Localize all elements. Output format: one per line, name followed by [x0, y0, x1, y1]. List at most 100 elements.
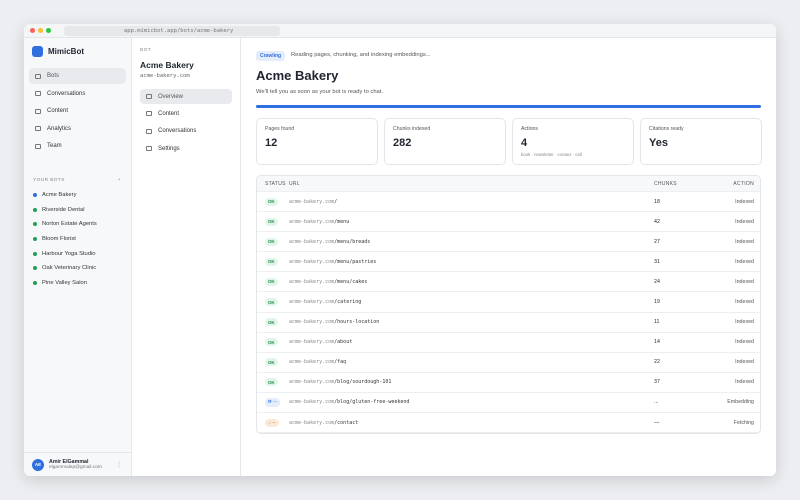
user-menu[interactable]: ⋮	[116, 462, 122, 468]
table-row[interactable]: OK acme-bakery.com/about 14 Indexed	[257, 333, 760, 353]
bot-item[interactable]: Harbour Yoga Studio	[33, 246, 97, 261]
action: Indexed	[735, 359, 754, 366]
url: acme-bakery.com/menu/pastries	[289, 259, 376, 265]
bot-item[interactable]: Pine Valley Salon	[33, 276, 97, 291]
bot-item[interactable]: Acme Bakery	[33, 188, 97, 203]
status-pill: OK	[265, 378, 278, 387]
status-pill: OK	[265, 217, 278, 226]
bot-dot	[33, 193, 37, 198]
bot-dot	[33, 222, 37, 227]
user-name: Amir ElGammal	[49, 459, 89, 465]
chunks: 31	[654, 258, 660, 265]
nav-label: Analytics	[47, 125, 72, 132]
column-header: STATUS	[265, 180, 286, 187]
nav-label: Content	[47, 108, 69, 115]
stat-label: Citations ready	[649, 126, 684, 132]
url-path: /blog/sourdough-101	[334, 379, 392, 386]
table-row[interactable]: OK acme-bakery.com/faq 22 Indexed	[257, 353, 760, 373]
window: app.mimicbot.app/bots/acme-bakery MimicB…	[24, 24, 776, 476]
bots-heading: YOUR BOTS +	[33, 178, 121, 183]
status-pill: OK	[265, 257, 278, 266]
table-row[interactable]: OK acme-bakery.com/catering 19 Indexed	[257, 292, 760, 313]
status-pill: OK	[265, 338, 278, 347]
status-pill: OK	[265, 237, 278, 246]
url-domain: acme-bakery.com	[289, 379, 335, 386]
url-path: /menu/pastries	[334, 258, 377, 265]
table-row[interactable]: OK acme-bakery.com/18 Indexed	[257, 192, 760, 213]
table-row[interactable]: OK acme-bakery.com/menu/pastries 31 Indexed	[257, 252, 760, 273]
minimize-button[interactable]	[38, 28, 43, 33]
bot-dot	[33, 207, 37, 212]
url: acme-bakery.com/hours-location	[289, 319, 379, 325]
chunks: 19	[654, 299, 660, 306]
address-bar[interactable]: app.mimicbot.app/bots/acme-bakery	[64, 26, 280, 36]
column-header: URL	[289, 180, 300, 187]
url-path: /contact	[334, 419, 359, 426]
status-badge: Crawling	[256, 51, 286, 61]
chunks: 37	[654, 379, 660, 386]
url-path: /hours-location	[334, 319, 380, 326]
url-path: /menu	[334, 218, 350, 225]
action: Indexed	[735, 379, 754, 386]
nav-icon	[146, 146, 152, 152]
nav-icon	[35, 126, 41, 132]
zoom-button[interactable]	[46, 28, 51, 33]
nav-item[interactable]: Bots	[29, 68, 126, 84]
sidebar: MimicBot Bots Conversations Content Analyti…	[24, 38, 132, 476]
bot-dot	[33, 280, 37, 285]
table-row[interactable]: OK acme-bakery.com/menu 42 Indexed	[257, 212, 760, 233]
bot-list: Acme Bakery Riverside Dental Norton Estate…	[33, 188, 97, 290]
nav-item[interactable]: Content	[140, 106, 232, 121]
table-row[interactable]: OK acme-bakery.com/hours-location 11 Indexe…	[257, 313, 760, 333]
nav-item[interactable]: Overview	[140, 89, 232, 104]
nav-item[interactable]: Analytics	[29, 121, 126, 137]
table-row[interactable]: ⟳ ··· acme-bakery.com/blog/gluten-free-we…	[257, 393, 760, 414]
stat-card: Citations ready Yes	[640, 118, 762, 165]
nav-label: Conversations	[158, 128, 197, 135]
stat-card: Chunks indexed 282	[384, 118, 506, 165]
nav-icon	[146, 111, 152, 117]
action: Indexed	[735, 278, 754, 285]
nav-item[interactable]: Settings	[140, 141, 232, 156]
avatar: AE	[32, 458, 44, 471]
chunks: —	[654, 419, 660, 426]
eyebrow: BOT	[140, 48, 152, 53]
url-domain: acme-bakery.com	[289, 278, 335, 285]
url: acme-bakery.com/catering	[289, 299, 361, 305]
nav-icon	[146, 128, 152, 134]
stat-card: Actions 4 book · newsletter · contact · ca…	[512, 118, 634, 165]
action: Fetching	[733, 419, 754, 426]
nav-icon	[35, 73, 41, 79]
nav-item[interactable]: Content	[29, 103, 126, 119]
status-pill: OK	[265, 318, 278, 327]
table-row[interactable]: ↓ ··· acme-bakery.com/contact — Fetching	[257, 413, 760, 433]
url-domain: acme-bakery.com	[289, 238, 335, 245]
nav-item[interactable]: Conversations	[29, 86, 126, 102]
bot-item[interactable]: Norton Estate Agents	[33, 217, 97, 232]
url: acme-bakery.com/	[289, 199, 337, 205]
chunks: ...	[654, 399, 659, 406]
url-path: /menu/breads	[334, 238, 371, 245]
logo	[32, 46, 43, 57]
nav-item[interactable]: Conversations	[140, 124, 232, 139]
table-row[interactable]: OK acme-bakery.com/menu/cakes 24 Indexed	[257, 272, 760, 293]
bot-item[interactable]: Riverside Dental	[33, 203, 97, 218]
nav-label: Content	[158, 110, 180, 117]
table-row[interactable]: OK acme-bakery.com/menu/breads 27 Indexed	[257, 232, 760, 253]
bot-item[interactable]: Bloom Florist	[33, 232, 97, 247]
title: Acme Bakery	[256, 68, 339, 83]
chunks: 24	[654, 278, 660, 285]
action: Indexed	[735, 198, 754, 205]
add-bot[interactable]: +	[117, 178, 121, 183]
url-path: /	[334, 198, 338, 205]
table-row[interactable]: OK acme-bakery.com/blog/sourdough-101 37 In…	[257, 373, 760, 393]
nav-item[interactable]: Team	[29, 138, 126, 154]
close-button[interactable]	[30, 28, 35, 33]
bot-dot	[33, 251, 37, 256]
bot-item[interactable]: Oak Veterinary Clinic	[33, 261, 97, 276]
status-pill: ↓ ···	[265, 418, 279, 427]
user[interactable]: AE Amir ElGammal elgammalep@gmail.com ⋮	[24, 452, 132, 476]
nav-label: Conversations	[47, 90, 86, 97]
action: Embedding	[727, 399, 754, 406]
brand: MimicBot	[32, 46, 84, 57]
